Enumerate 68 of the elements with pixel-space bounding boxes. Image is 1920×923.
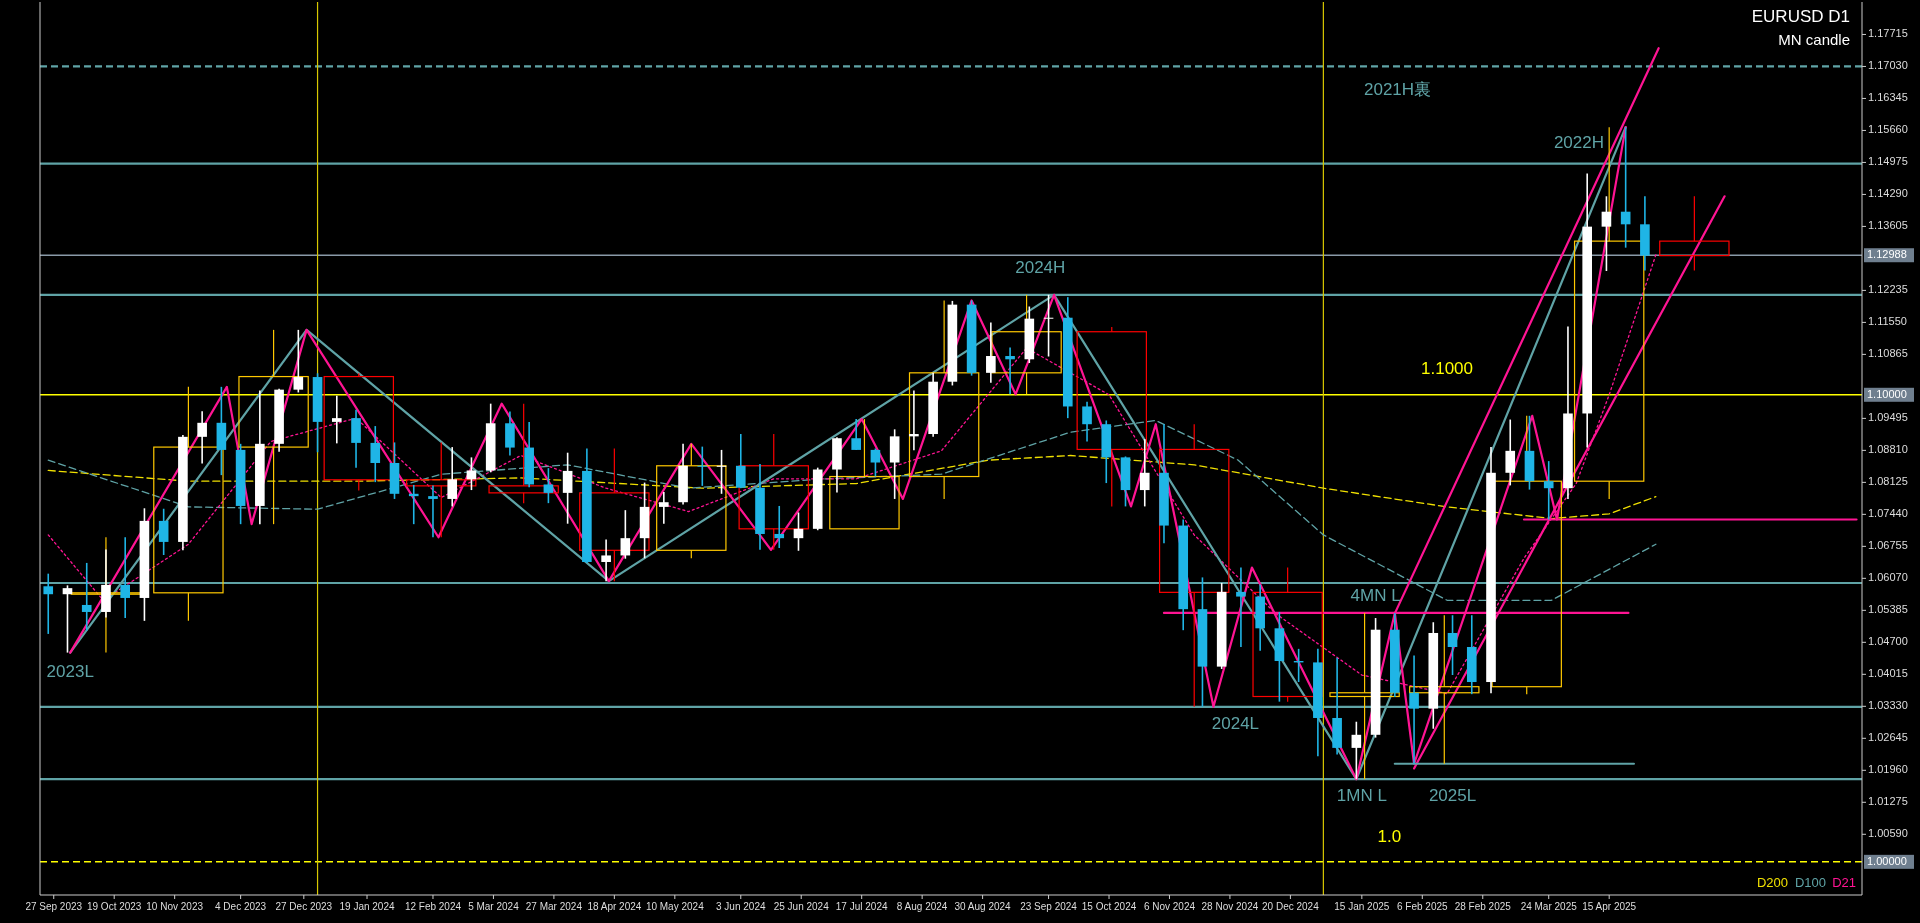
- annotation: 2024H: [1015, 258, 1066, 278]
- text: D100: [1794, 875, 1826, 890]
- annotation: 2024L: [1211, 714, 1260, 734]
- y-tick-label: 1.17715: [1868, 27, 1908, 40]
- x-tick-label: 8 Aug 2024: [896, 901, 948, 912]
- x-tick-label: 6 Feb 2025: [1397, 901, 1449, 912]
- y-tick-label: 1.14975: [1868, 155, 1908, 168]
- annotation: 2023L: [46, 662, 94, 682]
- x-tick-label: 10 Nov 2023: [146, 901, 204, 912]
- x-tick-label: 27 Sep 2023: [25, 901, 83, 912]
- x-tick-label: 28 Nov 2024: [1201, 901, 1259, 912]
- ref-line-label: 1.10000: [1867, 387, 1907, 400]
- y-tick-label: 1.08810: [1868, 443, 1908, 456]
- x-tick-label: 28 Feb 2025: [1454, 901, 1512, 912]
- annotation: 2021H裏: [1364, 79, 1432, 99]
- x-tick-label: 25 Jun 2024: [773, 901, 830, 912]
- y-tick-label: 1.10865: [1868, 347, 1908, 360]
- x-tick-label: 6 Nov 2024: [1143, 901, 1196, 912]
- x-tick-label: 15 Oct 2024: [1081, 901, 1137, 912]
- x-tick-label: 4 Dec 2023: [215, 901, 267, 912]
- y-tick-label: 1.01960: [1868, 763, 1908, 776]
- chart-title: EURUSD D1: [1751, 7, 1850, 26]
- y-tick-label: 1.03330: [1868, 699, 1908, 712]
- text: D200: [1756, 875, 1788, 890]
- x-tick-label: 23 Sep 2024: [1020, 901, 1078, 912]
- text: D21: [1832, 875, 1856, 890]
- annotation: 2025L: [1428, 786, 1477, 806]
- x-tick-label: 27 Mar 2024: [525, 901, 583, 912]
- x-tick-label: 24 Mar 2025: [1520, 901, 1578, 912]
- x-tick-label: 19 Jan 2024: [339, 901, 395, 912]
- y-tick-label: 1.09495: [1868, 411, 1908, 424]
- x-tick-label: 17 Jul 2024: [835, 901, 888, 912]
- x-tick-label: 27 Dec 2023: [275, 901, 333, 912]
- annotation: 1.0: [1377, 827, 1402, 847]
- x-tick-label: 12 Feb 2024: [404, 901, 462, 912]
- y-tick-label: 1.01275: [1868, 795, 1908, 808]
- x-tick-label: 20 Dec 2024: [1262, 901, 1320, 912]
- y-tick-label: 1.13605: [1868, 219, 1908, 232]
- x-tick-label: 10 May 2024: [645, 901, 705, 912]
- y-tick-label: 1.04015: [1868, 667, 1908, 680]
- y-tick-label: 1.00590: [1868, 827, 1908, 840]
- y-tick-label: 1.12235: [1868, 283, 1908, 296]
- y-tick-label: 1.05385: [1868, 603, 1908, 616]
- x-tick-label: 5 Mar 2024: [468, 901, 520, 912]
- y-tick-label: 1.02645: [1868, 731, 1908, 744]
- y-tick-label: 1.07440: [1868, 507, 1908, 520]
- x-tick-label: 15 Jan 2025: [1334, 901, 1390, 912]
- y-tick-label: 1.16345: [1868, 91, 1908, 104]
- ref-line-label: 1.12988: [1867, 248, 1907, 261]
- annotation: 4MN L: [1350, 586, 1401, 606]
- x-tick-label: 19 Oct 2023: [86, 901, 142, 912]
- y-tick-label: 1.15660: [1868, 123, 1908, 136]
- annotation: 1.1000: [1421, 359, 1474, 379]
- y-tick-label: 1.06070: [1868, 571, 1908, 584]
- y-tick-label: 1.11550: [1868, 315, 1907, 328]
- x-tick-label: 18 Apr 2024: [587, 901, 642, 912]
- annotation: 2022H: [1553, 133, 1604, 153]
- x-tick-label: 3 Jun 2024: [716, 901, 766, 912]
- y-tick-label: 1.08125: [1868, 475, 1908, 488]
- y-tick-label: 1.14290: [1868, 187, 1908, 200]
- ref-line-label: 1.00000: [1867, 854, 1907, 867]
- y-tick-label: 1.17030: [1868, 59, 1908, 72]
- y-tick-label: 1.04700: [1868, 635, 1908, 648]
- x-tick-label: 15 Apr 2025: [1582, 901, 1637, 912]
- annotation: 1MN L: [1336, 785, 1387, 805]
- text: MN candle: [1778, 31, 1850, 48]
- y-tick-label: 1.06755: [1868, 539, 1908, 552]
- x-tick-label: 30 Aug 2024: [954, 901, 1012, 912]
